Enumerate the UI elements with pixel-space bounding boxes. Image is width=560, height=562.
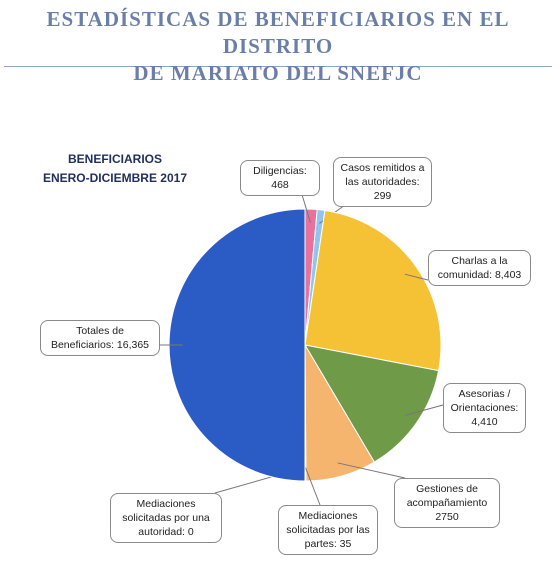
callout: Gestiones de acompañamiento 2750 bbox=[394, 478, 500, 528]
value-label: 35 bbox=[339, 538, 352, 550]
category-label: Mediaciones solicitadas por una autorida… bbox=[122, 498, 210, 538]
callout: Totales de Beneficiarios: 16,365 bbox=[40, 320, 160, 356]
category-label: Totales de Beneficiarios: bbox=[50, 325, 124, 351]
callout: Mediaciones solicitadas por las partes: … bbox=[278, 505, 378, 555]
value-label: 16,365 bbox=[116, 339, 150, 351]
pie-slice bbox=[304, 209, 442, 372]
value-label: 299 bbox=[373, 190, 392, 202]
title-line: ESTADÍSTICAS DE BENEFICIARIOS EN EL DIST… bbox=[46, 7, 510, 58]
category-label: Diligencias: bbox=[253, 165, 307, 177]
callout: Charlas a la comunidad: 8,403 bbox=[428, 250, 531, 286]
subtitle-line: BENEFICIARIOS bbox=[67, 152, 162, 166]
subtitle-line: ENERO-DICIEMBRE 2017 bbox=[42, 171, 188, 185]
leader-line bbox=[304, 467, 321, 506]
value-label: 0 bbox=[187, 526, 194, 538]
category-label: Casos remitidos a las autoridades: bbox=[340, 162, 425, 188]
value-label: 2750 bbox=[435, 511, 459, 523]
leader-line bbox=[337, 462, 406, 479]
subtitle: BENEFICIARIOS ENERO-DICIEMBRE 2017 bbox=[40, 150, 190, 188]
callout: Diligencias: 468 bbox=[240, 160, 320, 196]
category-label: Asesorias / Orientaciones: bbox=[450, 388, 519, 414]
callout: Casos remitidos a las autoridades: 299 bbox=[333, 157, 432, 207]
header: ESTADÍSTICAS DE BENEFICIARIOS EN EL DIST… bbox=[4, 6, 552, 85]
value-label: 4,410 bbox=[471, 416, 498, 428]
value-label: 8,403 bbox=[494, 269, 522, 281]
pie-slice bbox=[304, 344, 440, 463]
leader-line bbox=[404, 273, 429, 281]
callout: Asesorias / Orientaciones: 4,410 bbox=[443, 383, 526, 433]
callout: Mediaciones solicitadas por una autorida… bbox=[110, 493, 222, 543]
pie-slice bbox=[168, 208, 306, 482]
value-label: 468 bbox=[271, 179, 289, 191]
category-label: Mediaciones solicitadas por las partes: bbox=[286, 510, 370, 550]
category-label: Gestiones de acompañamiento bbox=[406, 483, 488, 509]
leader-line bbox=[404, 404, 444, 416]
title-line: DE MARIATO DEL SNEFJC bbox=[133, 61, 423, 85]
category-label: Charlas a la comunidad: bbox=[437, 255, 508, 281]
